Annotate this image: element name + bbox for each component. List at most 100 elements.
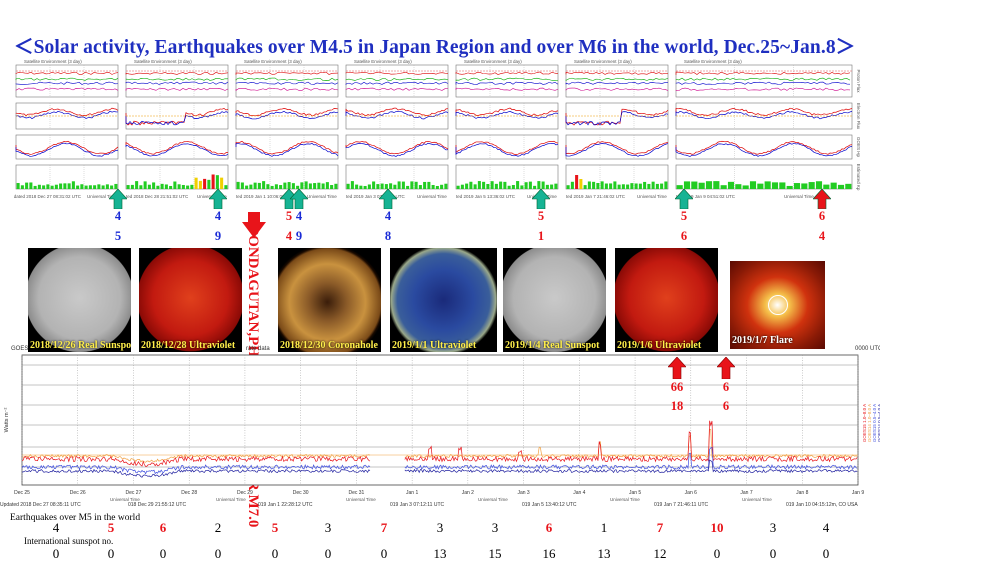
kp-bar [33, 185, 37, 189]
kp-bar [389, 183, 393, 189]
legend-entry: GOES15 0.5–4.0 A [872, 404, 877, 442]
earthquake-magnitude-top: 5 [537, 209, 545, 223]
kp-bar [393, 184, 397, 189]
kp-bar [801, 183, 808, 189]
panel-frame [675, 164, 853, 190]
kp-bar [808, 182, 815, 189]
axis-label: Universal Time [742, 497, 772, 502]
kp-bar [473, 184, 477, 189]
kp-bar [257, 182, 261, 189]
kp-bar [609, 183, 613, 189]
kp-bar [575, 175, 579, 189]
solar-image-6: 2019/1/6 Ultraviolet [615, 248, 718, 352]
axis-label: Universal Time [216, 497, 246, 502]
kp-bar [596, 183, 600, 189]
earthquake-count-cell: 10 [710, 520, 724, 535]
kp-bar [20, 185, 24, 189]
kp-bar [287, 182, 291, 189]
kp-bar [490, 181, 494, 189]
kp-bar [634, 183, 638, 189]
proton-flux-line [15, 71, 119, 75]
earthquake-magnitude-top: 5 [285, 209, 293, 223]
solar-image-caption: 2019/1/6 Ultraviolet [617, 340, 702, 351]
earthquake-count-cell: 5 [107, 520, 115, 535]
flare-red-arrow [716, 356, 736, 380]
kp-bar [655, 183, 659, 189]
electron-flux-line [675, 107, 853, 117]
chart-updated-label: Updated 2018 Dec 27 08:35:11 UTC [0, 502, 81, 508]
panel-frame [15, 164, 119, 190]
kp-bar [845, 183, 852, 189]
kp-bar [25, 182, 29, 189]
right-axis-label: Electron Flux [856, 103, 861, 130]
axis-label: Universal Time [610, 497, 640, 502]
kp-bar [67, 183, 71, 189]
kp-bar [177, 184, 181, 189]
kp-bar [245, 185, 249, 189]
kp-bar [147, 184, 151, 189]
electron-flux-line [675, 110, 853, 120]
kp-bar [16, 183, 20, 189]
kp-bar [566, 185, 570, 189]
solar-image-7: 2019/1/7 Flare [730, 261, 825, 349]
panel-title: Satellite Environment (3 day) [24, 59, 82, 64]
date-tick-label: Jan 5 [629, 490, 641, 496]
kp-bar [771, 182, 779, 189]
date-tick-label: Dec 31 [348, 490, 364, 496]
panel-frame [455, 164, 559, 190]
solar-image-caption: 2019/1/4 Real Sunspot [505, 340, 600, 351]
date-tick-label: Dec 29 [237, 490, 253, 496]
proton-flux-line [125, 77, 229, 81]
axis-label: Universal Time [307, 194, 337, 199]
kp-bar [482, 181, 486, 189]
proton-flux-line [455, 77, 559, 81]
earthquake-count-cell: 4 [52, 520, 60, 535]
kp-bar [587, 181, 591, 189]
kp-bar [169, 185, 173, 189]
sunspot-count-cell: 13 [597, 546, 611, 561]
panel-frame [345, 134, 449, 160]
panel-updated-label: ted 2019 Jan 3 07:11:03 UTC [346, 194, 405, 199]
kp-bar [380, 183, 384, 189]
kp-bar [325, 182, 329, 189]
panel-frame [125, 164, 229, 190]
date-tick-label: Jan 8 [796, 490, 808, 496]
legend-entry: GOES15 1.0–8.0 A [862, 404, 867, 442]
kp-bar [427, 181, 431, 189]
earthquake-magnitude-top: 6 [818, 209, 826, 223]
goes-hp-line [455, 140, 559, 155]
kp-bar [29, 182, 33, 189]
electron-flux-line [345, 107, 449, 117]
goes-label: GOES [11, 346, 28, 352]
kp-bar [270, 185, 274, 189]
earthquake-row-label: Earthquakes over M5 in the world [10, 513, 141, 523]
kp-bar [503, 181, 507, 189]
kp-bar [283, 182, 287, 189]
kp-bar [511, 185, 515, 189]
solar-image-caption: 2018/12/28 Ultraviolet [141, 340, 236, 351]
earthquake-magnitude-top: 4 [114, 209, 122, 223]
kp-bar [423, 181, 427, 189]
kp-bar [249, 184, 253, 189]
electron-flux-line [125, 111, 229, 126]
panel-updated-label: ted 2019 Jan 5 13:36:02 UTC [456, 194, 516, 199]
kp-bar [691, 181, 698, 189]
kp-bar [713, 181, 720, 189]
kp-bar [683, 181, 691, 189]
kp-bar [63, 183, 67, 189]
kp-bar [84, 185, 88, 189]
kp-bar [621, 184, 625, 189]
goes-hp-line [345, 141, 449, 155]
axis-label: Universal Time [417, 194, 447, 199]
panel-frame [15, 64, 119, 98]
panel-frame [345, 164, 449, 190]
kp-bar [600, 181, 604, 189]
kp-bar [384, 184, 388, 189]
goes-xray-chart: GOES rate data 0000 UTC Watts m⁻² Dec 25 Dec … [0, 343, 883, 511]
xray-trace [21, 420, 858, 467]
kp-bar [735, 184, 742, 189]
kp-bar [194, 177, 198, 189]
kp-bar [346, 183, 350, 189]
kp-bar [262, 181, 266, 189]
flare-count-bottom: 6 [722, 399, 730, 413]
